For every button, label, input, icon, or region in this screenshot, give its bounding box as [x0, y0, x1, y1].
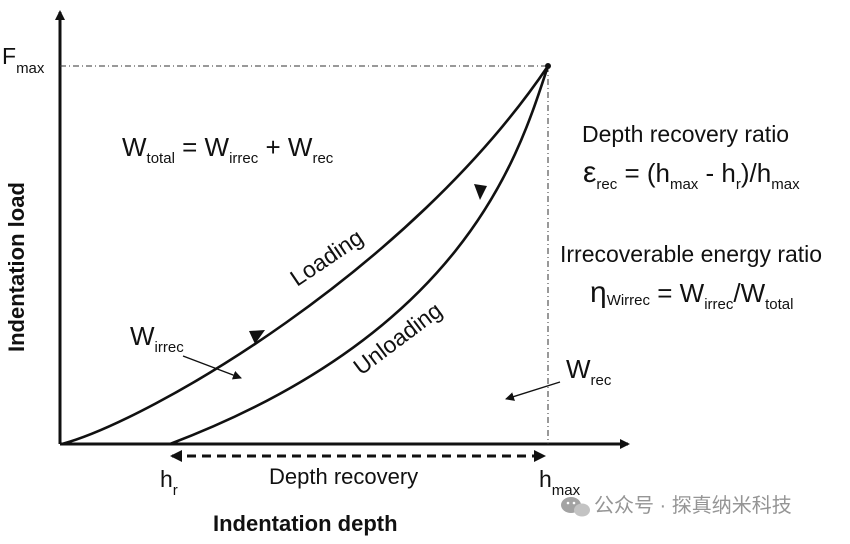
unloading-label: Unloading — [348, 297, 446, 380]
w-irrec-label: Wirrec — [130, 321, 184, 356]
watermark: 公众号 · 探真纳米科技 — [561, 494, 792, 517]
loading-direction-arrow — [249, 330, 265, 344]
wechat-icon — [561, 497, 590, 517]
energy-ratio-equation: ηWirrec = Wirrec/Wtotal — [590, 276, 793, 313]
w-irrec-pointer — [182, 355, 242, 380]
w-rec-pointer — [505, 381, 561, 401]
unloading-direction-arrow — [474, 184, 487, 200]
depth-ratio-title: Depth recovery ratio — [582, 121, 789, 147]
energy-ratio-title: Irrecoverable energy ratio — [560, 241, 822, 267]
loading-label: Loading — [285, 224, 367, 291]
depth-recovery-label: Depth recovery — [269, 464, 418, 489]
x-axis-title: Indentation depth — [213, 511, 398, 536]
fmax-label: Fmax — [2, 43, 45, 77]
depth-ratio-equation: εrec = (hmax - hr)/hmax — [583, 156, 800, 193]
unloading-curve — [169, 65, 550, 446]
loading-curve — [61, 65, 550, 446]
y-axis-title: Indentation load — [4, 182, 29, 352]
hmax-label: hmax — [539, 466, 581, 499]
watermark-text: 公众号 · 探真纳米科技 — [594, 494, 792, 517]
hr-label: hr — [160, 466, 178, 499]
peak-point — [545, 63, 551, 69]
w-rec-label: Wrec — [566, 354, 612, 389]
total-work-equation: Wtotal = Wirrec + Wrec — [122, 132, 334, 167]
